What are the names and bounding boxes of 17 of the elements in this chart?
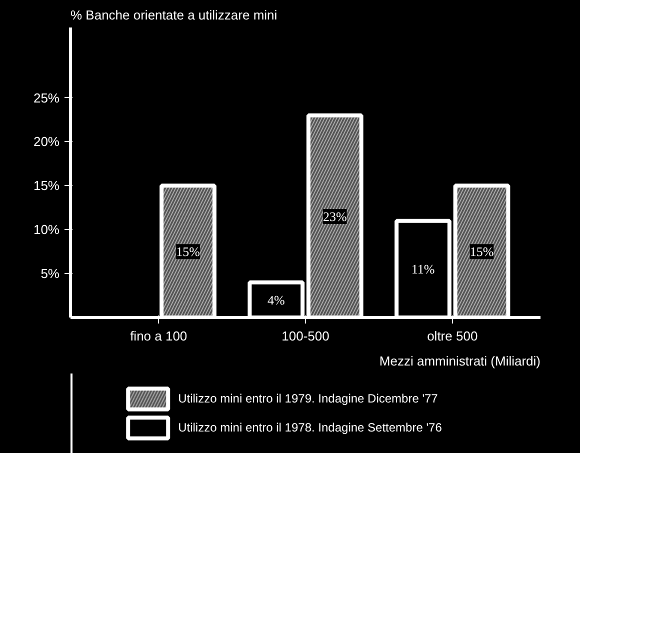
y-tick-label: 25%	[33, 90, 60, 106]
y-tick-label: 15%	[33, 178, 60, 194]
y-tick-label: 5%	[40, 266, 60, 282]
data-label: 11%	[411, 262, 435, 277]
x-tick-label: oltre 500	[427, 328, 478, 344]
x-tick-label: fino a 100	[130, 328, 188, 344]
y-tick-label: 20%	[33, 134, 60, 150]
y-tick-label: 10%	[33, 222, 60, 238]
data-label: 4%	[267, 292, 285, 308]
legend-label: Utilizzo mini entro il 1978. Indagine Settembre '76	[178, 420, 442, 434]
x-axis-title: Mezzi amministrati (Miliardi)	[379, 354, 541, 368]
legend-label: Utilizzo mini entro il 1979. Indagine Dicembre '77	[178, 392, 438, 406]
data-label: 15%	[470, 244, 494, 260]
data-label: 15%	[176, 244, 200, 260]
data-label: 23%	[322, 208, 347, 224]
y-axis-title: % Banche orientate a utilizzare mini	[70, 8, 278, 22]
x-tick-label: 100-500	[282, 328, 330, 344]
